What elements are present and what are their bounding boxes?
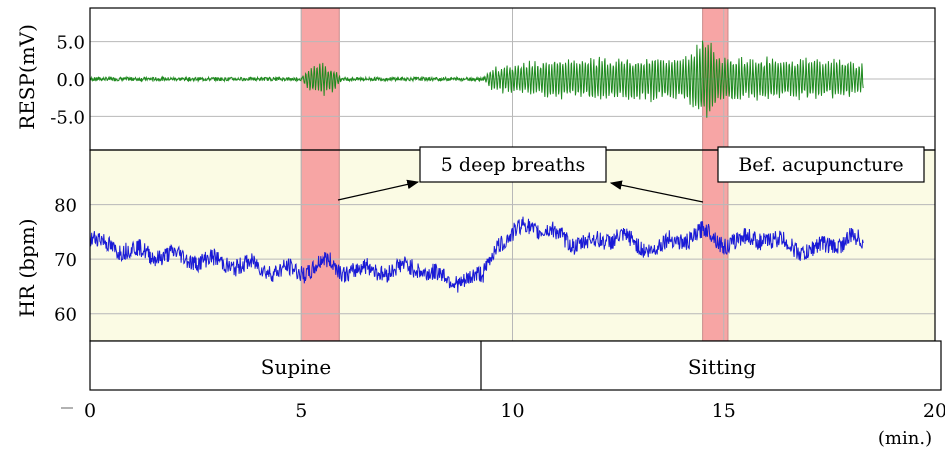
hr-ytick-label: 60: [54, 305, 77, 326]
annotation-bef-acupuncture: Bef. acupuncture: [717, 146, 925, 183]
resp-ytick-label: 0.0: [56, 70, 85, 91]
posture-supine-label: Supine: [261, 355, 332, 379]
resp-ytick-label: -5.0: [50, 107, 85, 128]
x-tick-label: 10: [500, 400, 524, 422]
annotation-deep-breaths-text: 5 deep breaths: [441, 154, 585, 176]
x-tick-label: 5: [295, 400, 307, 422]
resp-ytick-labels: 5.0 0.0 -5.0: [50, 33, 85, 129]
posture-sitting-label: Sitting: [688, 355, 756, 379]
resp-series-line: [89, 40, 864, 118]
highlight-band: [301, 8, 340, 341]
x-tick-label: 20: [923, 400, 945, 422]
hr-ytick-label: 70: [54, 250, 77, 271]
hr-ylabel: HR (bpm): [15, 218, 39, 317]
hr-ytick-labels: 80 70 60: [54, 196, 77, 326]
resp-ytick-label: 5.0: [56, 33, 85, 54]
annotation-arrow-right: [609, 180, 704, 203]
gridlines: [90, 8, 935, 341]
annotation-bef-acupuncture-text: Bef. acupuncture: [738, 154, 903, 176]
annotation-arrow-left: [337, 179, 420, 201]
x-tick-label: 0: [84, 400, 96, 422]
x-axis-unit-label: (min.): [878, 428, 932, 449]
x-tick-labels: 0 5 10 15 20: [84, 400, 945, 422]
hr-ytick-label: 80: [54, 196, 77, 217]
annotation-deep-breaths: 5 deep breaths: [419, 146, 607, 183]
x-tick-label: 15: [712, 400, 736, 422]
posture-bar: Supine Sitting: [89, 340, 942, 391]
hr-series-line: [89, 216, 864, 293]
resp-ylabel: RESP(mV): [15, 24, 39, 130]
